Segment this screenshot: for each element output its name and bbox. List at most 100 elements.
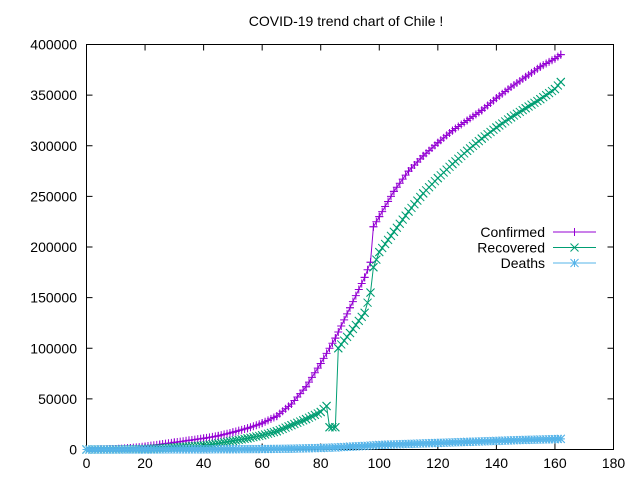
data-point-recovered xyxy=(556,77,566,87)
data-point-confirmed xyxy=(375,212,384,221)
data-point-confirmed xyxy=(346,303,354,312)
data-point-recovered xyxy=(477,134,487,144)
data-point-deaths xyxy=(433,438,443,448)
data-point-recovered xyxy=(410,199,419,209)
data-point-recovered xyxy=(342,332,352,342)
data-point-recovered xyxy=(336,340,346,349)
data-point-recovered xyxy=(535,94,545,104)
data-point-confirmed xyxy=(521,72,530,81)
data-point-confirmed xyxy=(313,364,322,373)
legend-marker-confirmed xyxy=(570,228,579,236)
x-tick-label: 0 xyxy=(83,455,91,471)
y-tick-label: 400000 xyxy=(30,37,77,53)
series-layer xyxy=(82,50,566,454)
data-point-recovered xyxy=(357,312,367,322)
data-point-deaths xyxy=(228,444,238,454)
y-tick-label: 100000 xyxy=(30,340,77,356)
data-point-recovered xyxy=(371,255,381,265)
data-point-confirmed xyxy=(228,428,237,437)
data-point-recovered xyxy=(333,343,343,353)
data-point-confirmed xyxy=(401,171,410,180)
legend-label-deaths: Deaths xyxy=(501,255,545,271)
data-point-recovered xyxy=(398,215,408,225)
data-point-confirmed xyxy=(448,126,457,135)
data-point-recovered xyxy=(401,211,410,220)
data-point-recovered xyxy=(415,192,425,202)
data-point-recovered xyxy=(369,262,378,272)
data-point-deaths xyxy=(345,442,355,452)
data-point-recovered xyxy=(272,426,282,436)
chart-title: COVID-19 trend chart of Chile ! xyxy=(249,13,444,29)
y-tick-label: 300000 xyxy=(30,138,77,154)
data-point-recovered xyxy=(354,316,364,326)
data-point-confirmed xyxy=(214,431,223,440)
x-tick-label: 40 xyxy=(196,455,212,471)
x-tick-label: 100 xyxy=(368,455,392,471)
y-tick-label: 250000 xyxy=(30,188,77,204)
data-point-recovered xyxy=(407,203,416,213)
data-point-recovered xyxy=(550,84,560,94)
data-point-deaths xyxy=(462,437,472,447)
axes: 0 20 40 60 80 100 120 140 160 180 0 50000 100000 1500… xyxy=(30,37,625,472)
data-point-recovered xyxy=(260,430,270,439)
series-line-recovered xyxy=(86,81,562,450)
x-tick-label: 20 xyxy=(137,455,153,471)
data-point-recovered xyxy=(298,415,308,425)
legend-marker-recovered xyxy=(570,243,579,252)
data-point-confirmed xyxy=(477,106,486,115)
y-tick-label: 150000 xyxy=(30,290,77,306)
legend-label-confirmed: Confirmed xyxy=(480,224,545,240)
data-point-confirmed xyxy=(419,151,428,160)
data-point-recovered xyxy=(295,417,305,426)
data-point-confirmed xyxy=(348,297,357,306)
data-point-confirmed xyxy=(395,179,404,188)
legend-marker-deaths xyxy=(570,258,579,268)
data-point-recovered xyxy=(269,427,279,437)
data-point-confirmed xyxy=(351,291,360,300)
data-point-recovered xyxy=(284,422,293,431)
data-point-recovered xyxy=(395,219,405,229)
data-point-recovered xyxy=(506,113,516,122)
data-point-confirmed xyxy=(392,183,401,192)
data-point-confirmed xyxy=(334,328,343,337)
data-point-confirmed xyxy=(325,344,334,353)
data-point-recovered xyxy=(412,196,422,205)
data-point-confirmed xyxy=(287,399,296,408)
data-point-recovered xyxy=(287,420,296,430)
data-point-confirmed xyxy=(328,339,337,348)
data-point-deaths xyxy=(550,434,560,444)
data-point-confirmed xyxy=(550,54,559,63)
data-point-deaths xyxy=(287,444,296,454)
data-point-deaths xyxy=(82,445,91,454)
y-tick-label: 350000 xyxy=(30,87,77,103)
data-point-confirmed xyxy=(354,285,363,294)
legend-label-recovered: Recovered xyxy=(477,240,545,256)
data-point-recovered xyxy=(228,436,238,446)
data-point-confirmed xyxy=(492,94,501,103)
data-point-deaths xyxy=(360,441,369,451)
x-tick-label: 60 xyxy=(254,455,270,471)
data-point-recovered xyxy=(374,247,384,257)
data-point-confirmed xyxy=(343,309,352,318)
data-point-recovered xyxy=(263,429,273,439)
x-tick-label: 140 xyxy=(485,455,509,471)
data-point-confirmed xyxy=(272,412,281,421)
data-point-recovered xyxy=(404,207,413,216)
data-point-deaths xyxy=(331,443,340,452)
data-point-confirmed xyxy=(463,116,472,125)
data-point-recovered xyxy=(377,243,387,253)
data-point-deaths xyxy=(140,445,150,454)
data-point-confirmed xyxy=(199,434,208,443)
data-point-confirmed xyxy=(337,321,346,330)
data-point-confirmed xyxy=(340,315,349,324)
x-tick-label: 160 xyxy=(543,455,567,471)
data-point-confirmed xyxy=(302,382,311,391)
data-point-confirmed xyxy=(316,359,325,368)
data-point-confirmed xyxy=(372,217,381,226)
data-point-recovered xyxy=(243,434,252,443)
data-point-confirmed xyxy=(258,419,267,428)
data-point-confirmed xyxy=(319,354,328,363)
data-point-confirmed xyxy=(556,50,565,59)
data-point-recovered xyxy=(307,411,317,421)
